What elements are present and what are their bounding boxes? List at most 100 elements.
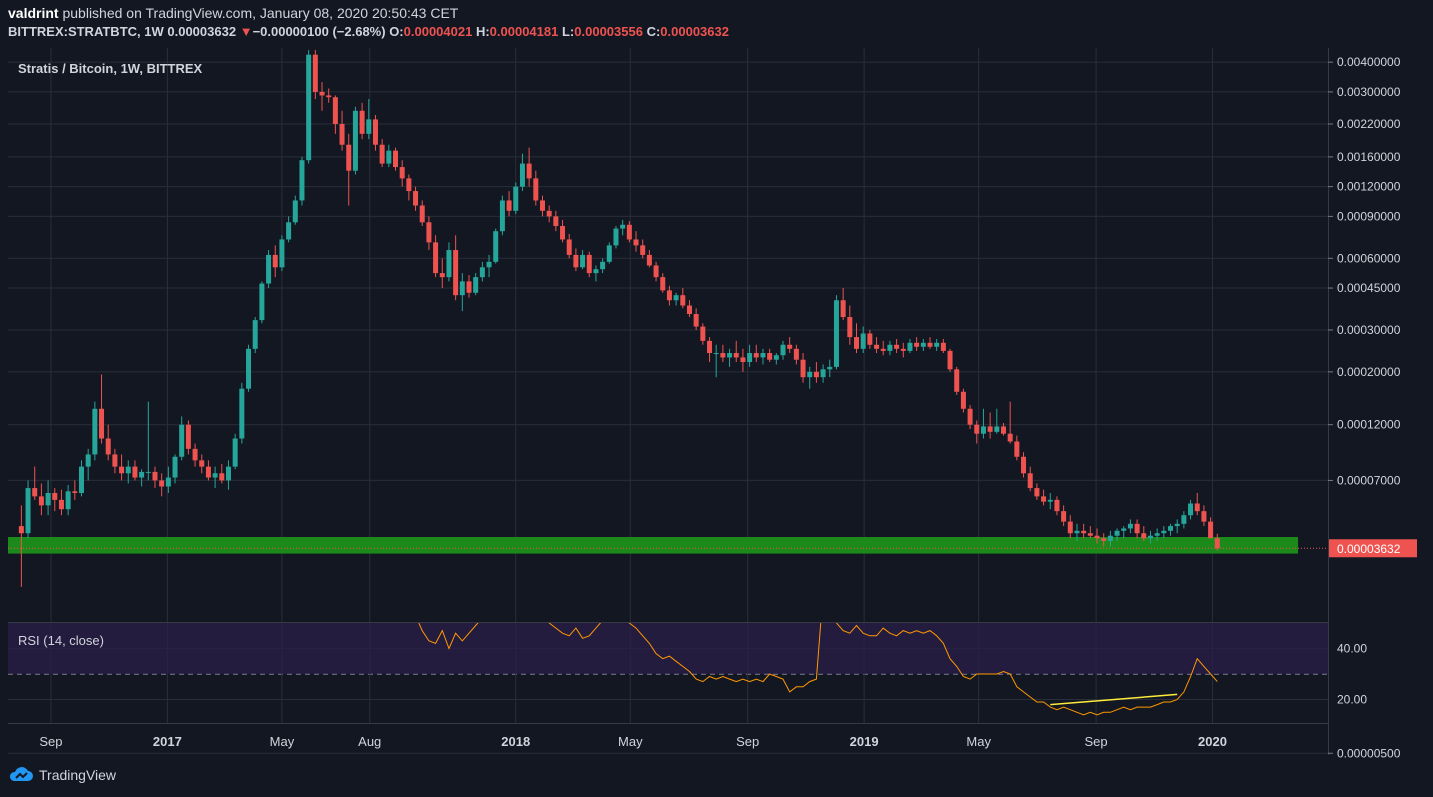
candle-body — [1147, 535, 1153, 539]
candle-body — [760, 353, 766, 358]
candle-body — [780, 344, 786, 356]
candle-body — [553, 216, 559, 227]
candle-body — [439, 273, 445, 278]
candle-body — [99, 408, 105, 439]
candle-body — [840, 300, 846, 318]
candle-body — [960, 391, 966, 409]
candle-body — [560, 226, 566, 240]
candle-body — [747, 353, 753, 363]
candle-body — [653, 265, 659, 278]
candle-body — [92, 408, 98, 455]
candle-body — [1000, 426, 1006, 434]
open-label: O: — [389, 24, 404, 39]
ohlc-bar: BITTREX:STRATBTC, 1W 0.00003632 ▼−0.0000… — [8, 24, 729, 39]
symbol-timeframe[interactable]: BITTREX:STRATBTC, 1W — [8, 24, 164, 39]
candle-body — [372, 119, 378, 145]
candle-body — [1127, 523, 1133, 529]
candle-body — [125, 466, 131, 474]
candle-body — [38, 496, 44, 506]
close-value: 0.00003632 — [660, 24, 729, 39]
candle-body — [332, 97, 338, 124]
candle-body — [686, 305, 692, 315]
candle-body — [586, 254, 592, 274]
candle-body — [379, 144, 385, 164]
author-name[interactable]: valdrint — [8, 5, 59, 21]
candle-body — [232, 438, 238, 467]
candle-body — [459, 281, 465, 296]
candle-body — [426, 222, 432, 243]
candle-body — [205, 466, 211, 478]
y-tick-label: 0.00012000 — [1337, 418, 1401, 432]
candle-body — [854, 337, 860, 349]
y-tick-label: 0.00030000 — [1337, 323, 1401, 337]
candle-body — [413, 191, 419, 206]
candle-body — [1114, 530, 1120, 536]
candle-body — [727, 353, 733, 358]
candle-body — [139, 471, 145, 478]
candle-body — [580, 254, 586, 268]
open-value: 0.00004021 — [403, 24, 473, 39]
candle-body — [252, 320, 258, 349]
y-tick-label: 0.00000500 — [1337, 746, 1401, 760]
candle-body — [339, 123, 345, 145]
brand-name: TradingView — [39, 767, 117, 783]
candle-body — [660, 277, 666, 291]
candle-body — [813, 371, 819, 378]
publish-text: published on TradingView.com, January 08… — [62, 5, 459, 21]
candle-body — [827, 366, 833, 370]
candle-body — [900, 348, 906, 351]
candle-body — [219, 473, 225, 481]
publish-info: valdrint published on TradingView.com, J… — [8, 5, 458, 21]
candle-body — [1047, 499, 1053, 502]
candle-body — [352, 110, 358, 171]
candle-body — [266, 254, 272, 284]
candle-body — [947, 350, 953, 370]
y-tick-label: 0.00300000 — [1337, 85, 1401, 99]
candle-body — [105, 438, 111, 455]
y-tick-label: 0.00220000 — [1337, 117, 1401, 131]
candle-body — [593, 269, 599, 274]
candle-body — [880, 348, 886, 351]
candle-body — [185, 424, 191, 449]
candle-body — [145, 471, 151, 473]
candle-body — [386, 150, 392, 164]
candle-body — [466, 281, 472, 293]
candle-body — [312, 54, 318, 92]
candle-body — [406, 178, 412, 192]
candle-body — [753, 353, 759, 358]
candle-body — [25, 488, 31, 534]
candle-body — [1141, 533, 1147, 539]
candle-body — [1154, 533, 1160, 536]
candle-body — [499, 200, 505, 232]
candle-body — [1101, 538, 1107, 541]
y-tick-label: 0.00060000 — [1337, 251, 1401, 265]
candle-body — [58, 499, 64, 510]
candle-body — [793, 348, 799, 360]
x-tick-label: Sep — [1084, 734, 1107, 749]
y-tick-label: 0.00120000 — [1337, 180, 1401, 194]
candle-body — [1208, 521, 1214, 539]
candle-body — [954, 369, 960, 392]
candle-body — [319, 91, 325, 96]
rsi-trendline — [1050, 693, 1178, 706]
y-tick-label: 0.00045000 — [1337, 281, 1401, 295]
candle-body — [246, 348, 252, 389]
y-tick-label: 0.00090000 — [1337, 209, 1401, 223]
candle-body — [1087, 533, 1093, 536]
candle-body — [1214, 538, 1220, 549]
candle-body — [346, 144, 352, 171]
candle-body — [713, 353, 719, 355]
candle-body — [446, 250, 452, 278]
candle-body — [85, 454, 91, 467]
candle-body — [1054, 499, 1060, 512]
candle-body — [159, 480, 165, 487]
candle-body — [620, 224, 626, 229]
candle-body — [767, 353, 773, 360]
x-tick-label: 2020 — [1198, 734, 1227, 749]
candle-body — [974, 424, 980, 434]
tradingview-logo[interactable]: TradingView — [8, 766, 116, 784]
last-price: 0.00003632 — [167, 24, 237, 39]
candle-body — [286, 222, 292, 240]
candle-body — [1074, 530, 1080, 534]
